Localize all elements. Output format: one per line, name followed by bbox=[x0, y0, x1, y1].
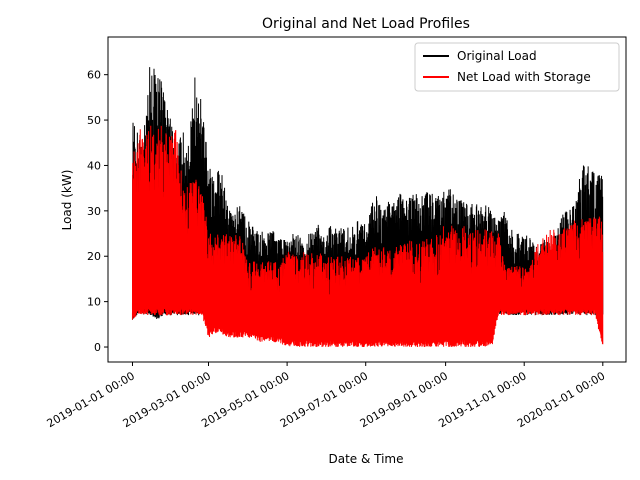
y-tick-label: 50 bbox=[87, 114, 101, 127]
series-line-net-load bbox=[131, 125, 604, 348]
chart-title: Original and Net Load Profiles bbox=[262, 16, 470, 32]
plot-area bbox=[107, 36, 627, 363]
x-axis-label: Date & Time bbox=[328, 452, 403, 466]
y-tick-label: 20 bbox=[87, 250, 101, 263]
y-tick-label: 40 bbox=[87, 159, 101, 172]
y-axis-label: Load (kW) bbox=[60, 170, 74, 231]
y-tick-label: 0 bbox=[94, 341, 101, 354]
legend-box bbox=[414, 42, 620, 92]
legend: Original Load Net Load with Storage bbox=[414, 42, 620, 92]
y-tick-label: 60 bbox=[87, 69, 101, 82]
plot-frame bbox=[107, 36, 627, 363]
y-tick-label: 10 bbox=[87, 296, 101, 309]
y-axis: 0 10 20 30 40 50 60 bbox=[87, 69, 108, 354]
legend-label: Original Load bbox=[457, 49, 537, 63]
series-layer bbox=[131, 67, 604, 348]
legend-label: Net Load with Storage bbox=[457, 70, 591, 84]
y-tick-label: 30 bbox=[87, 205, 101, 218]
